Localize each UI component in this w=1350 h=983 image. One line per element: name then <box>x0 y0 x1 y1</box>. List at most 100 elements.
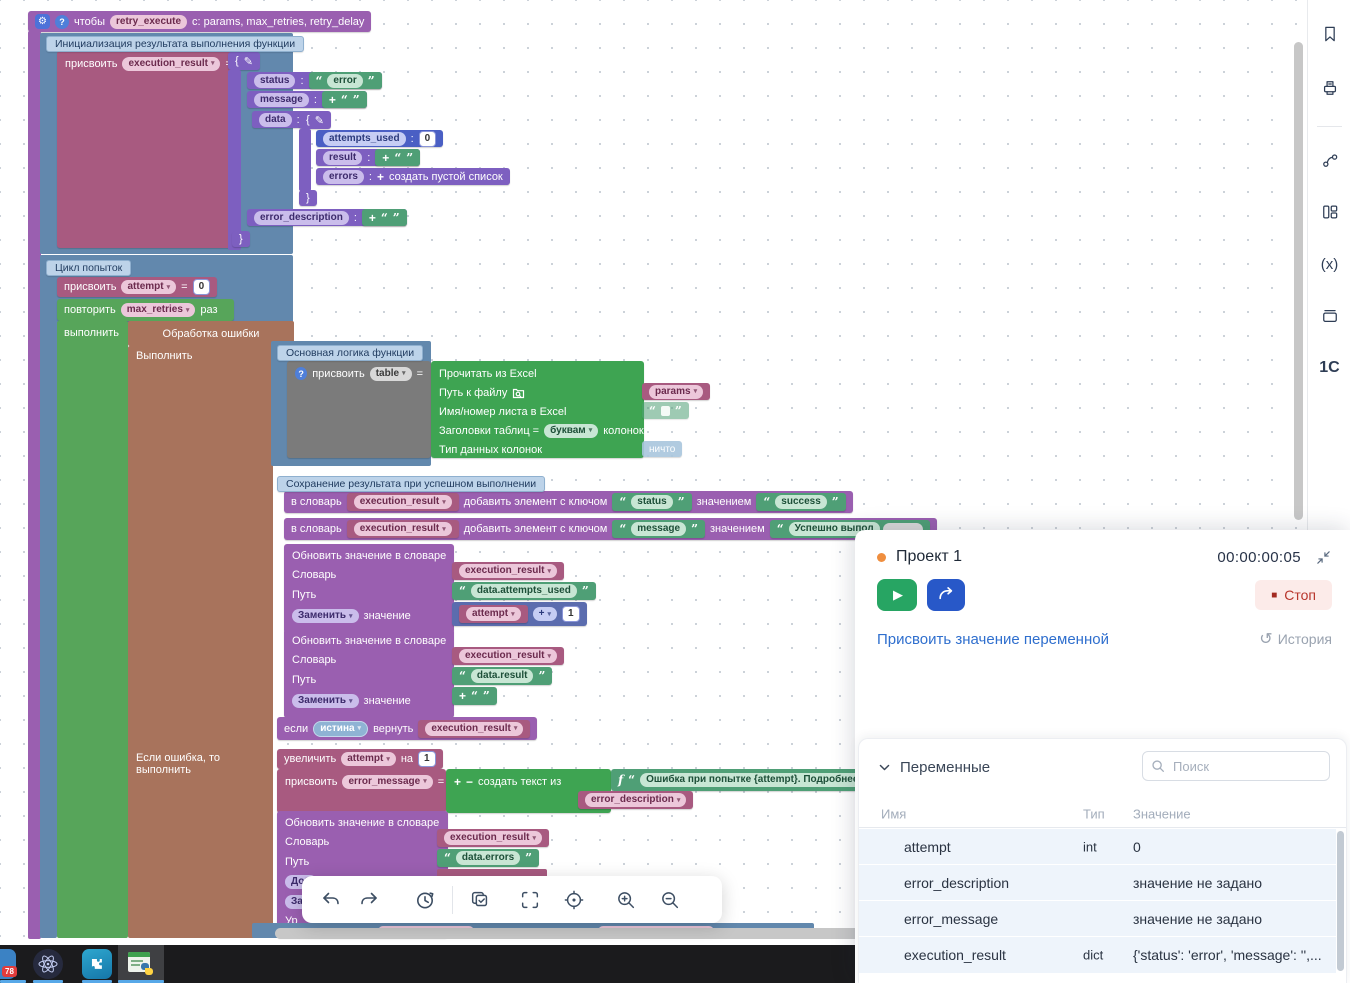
loop-wrapper-spine[interactable] <box>40 255 57 938</box>
dict-entry-errors[interactable]: errors : + создать пустой список <box>316 168 510 185</box>
dict-entry-attempts-used[interactable]: attempts_used : 0 <box>316 130 444 147</box>
function-block-header[interactable]: ⚙ ? чтобы retry_execute с: params, max_r… <box>28 11 372 32</box>
run-button[interactable]: ▶ <box>877 579 917 611</box>
string-value[interactable]: success <box>775 495 827 509</box>
string-value[interactable]: status <box>631 495 673 509</box>
comment-loop[interactable]: Цикл попыток <box>46 260 132 276</box>
var-field[interactable]: execution_result ▾ <box>353 495 452 509</box>
edit-pencil-icon[interactable]: ✎ <box>314 114 324 127</box>
variables-scrollbar[interactable] <box>1337 831 1344 971</box>
undo-button[interactable] <box>312 881 350 919</box>
comment-main[interactable]: Основная логика функции <box>277 345 424 361</box>
function-name-field[interactable]: retry_execute <box>109 14 188 29</box>
string-block[interactable]: “data.result” <box>452 667 553 685</box>
var-field[interactable]: execution_result ▾ <box>459 649 557 663</box>
assign-error-message-block[interactable]: присвоить error_message ▾ = <box>277 769 446 813</box>
add-item-icon[interactable]: + <box>454 774 462 789</box>
taskbar-app-puzzle[interactable] <box>82 949 112 979</box>
dict-close-block[interactable]: } <box>232 231 250 247</box>
string-value[interactable]: data.attempts_used <box>470 584 577 598</box>
mode-field[interactable]: Заменить ▾ <box>292 609 359 623</box>
edit-pencil-icon[interactable]: ✎ <box>243 55 253 68</box>
dict-entry-status[interactable]: status : “ error ” <box>247 72 382 89</box>
help-icon[interactable]: ? <box>295 367 308 380</box>
block-workspace[interactable]: ⚙ ? чтобы retry_execute с: params, max_r… <box>0 0 1307 945</box>
string-value[interactable]: error <box>327 73 363 88</box>
integrations-button[interactable] <box>1318 148 1342 172</box>
var-field[interactable]: execution_result ▾ <box>425 721 524 736</box>
var-field-max-retries[interactable]: max_retries ▾ <box>120 303 196 317</box>
variable-row[interactable]: error_description значение не задано <box>859 865 1336 900</box>
string-value[interactable]: data.errors <box>455 851 521 865</box>
number-field[interactable]: 1 <box>562 606 580 622</box>
repeat-block-header[interactable]: повторить max_retries ▾ раз <box>57 299 234 321</box>
condition-field[interactable]: истина ▾ <box>313 720 369 737</box>
key-field[interactable]: attempts_used <box>323 131 406 146</box>
repeat-block-body[interactable]: выполнить <box>57 321 128 938</box>
dict-entry-result[interactable]: result : + “ ” <box>316 149 421 166</box>
nested-dict-spine[interactable] <box>299 129 311 191</box>
var-field[interactable]: error_message ▾ <box>342 774 433 789</box>
string-block[interactable]: “ error ” <box>308 72 382 89</box>
assign-attempt-block[interactable]: присвоить attempt ▾ = 0 <box>57 277 218 297</box>
empty-string-block[interactable]: + “” <box>452 687 497 705</box>
var-field[interactable]: execution_result ▾ <box>353 522 452 536</box>
variables-collapse-toggle[interactable]: Переменные <box>878 759 990 776</box>
mode-field[interactable]: Заменить ▾ <box>292 694 359 708</box>
string-value[interactable]: message <box>631 522 687 536</box>
fit-screen-button[interactable] <box>511 881 549 919</box>
var-arg-block[interactable]: execution_result ▾ <box>452 562 564 580</box>
horizontal-scrollbar[interactable] <box>275 928 1055 939</box>
var-arg-block[interactable]: execution_result ▾ <box>346 493 459 511</box>
try-block-header[interactable]: Обработка ошибки <box>128 321 294 346</box>
remove-item-icon[interactable]: − <box>466 774 474 789</box>
dict-add-status-block[interactable]: в словарь execution_result ▾ добавить эле… <box>284 491 853 513</box>
key-field[interactable]: result <box>323 150 363 165</box>
dict-entry-error-description[interactable]: error_description : + “ ” <box>247 209 407 226</box>
number-field[interactable]: 0 <box>418 130 437 147</box>
if-return-block[interactable]: если истина ▾ вернуть execution_result ▾ <box>277 717 538 740</box>
update-dict-block-1[interactable]: Обновить значение в словаре Словарь Путь… <box>284 544 454 633</box>
dict-spine[interactable] <box>228 70 241 250</box>
zoom-out-button[interactable] <box>651 881 689 919</box>
var-field-table[interactable]: table ▾ <box>369 366 412 381</box>
search-input[interactable] <box>1142 751 1330 781</box>
empty-string-block[interactable]: + “ ” <box>321 91 367 108</box>
dict-entry-message[interactable]: message : + “ ” <box>247 91 367 108</box>
fstring-template-field[interactable]: Ошибка при попытке {attempt}. Подробнее: <box>640 773 868 787</box>
function-block-spine[interactable] <box>28 31 41 939</box>
var-field[interactable]: attempt ▾ <box>466 607 521 621</box>
var-field[interactable]: error_description ▾ <box>585 793 687 807</box>
update-dict-block-2[interactable]: Обновить значение в словаре Словарь Путь… <box>284 629 454 718</box>
key-field[interactable]: errors <box>323 169 364 184</box>
current-step-link[interactable]: Присвоить значение переменной <box>877 630 1109 648</box>
key-field[interactable]: status <box>254 73 296 88</box>
var-arg-block[interactable]: execution_result ▾ <box>418 719 531 738</box>
history-link[interactable]: ↺ История <box>1259 631 1332 648</box>
string-block[interactable]: “data.attempts_used” <box>452 582 596 600</box>
nested-dict-open[interactable]: { ✎ <box>299 111 331 129</box>
key-field[interactable]: message <box>254 92 309 107</box>
key-field[interactable]: data <box>259 112 292 127</box>
params-arg-block[interactable]: params ▾ <box>642 383 711 400</box>
math-block[interactable]: attempt ▾ + ▾ 1 <box>452 602 587 626</box>
variable-row[interactable]: attempt int 0 <box>859 829 1336 864</box>
empty-string-block[interactable]: + “ ” <box>361 209 407 226</box>
increment-block[interactable]: увеличить attempt ▾ на 1 <box>277 749 443 769</box>
redo-button[interactable] <box>350 881 388 919</box>
taskbar-app-python-active[interactable] <box>118 945 164 983</box>
fstring-block[interactable]: f “ Ошибка при попытке {attempt}. Подроб… <box>611 769 887 791</box>
taskbar-app-electron[interactable] <box>33 949 63 979</box>
var-arg-block[interactable]: error_description ▾ <box>578 791 694 809</box>
string-block[interactable]: “message” <box>612 520 705 538</box>
center-blocks-button[interactable] <box>555 881 593 919</box>
key-field[interactable]: error_description <box>254 210 349 225</box>
zoom-in-button[interactable] <box>607 881 645 919</box>
var-arg-block[interactable]: execution_result ▾ <box>346 520 459 538</box>
stop-button[interactable]: ■ Стоп <box>1255 580 1332 610</box>
print-project-button[interactable] <box>1318 76 1342 100</box>
one-c-button[interactable]: 1С <box>1318 356 1342 380</box>
dict-open-block[interactable]: { ✎ <box>228 52 260 70</box>
variable-row[interactable]: error_message значение не задано <box>859 901 1336 936</box>
comment-init[interactable]: Инициализация результата выполнения функ… <box>46 36 305 52</box>
